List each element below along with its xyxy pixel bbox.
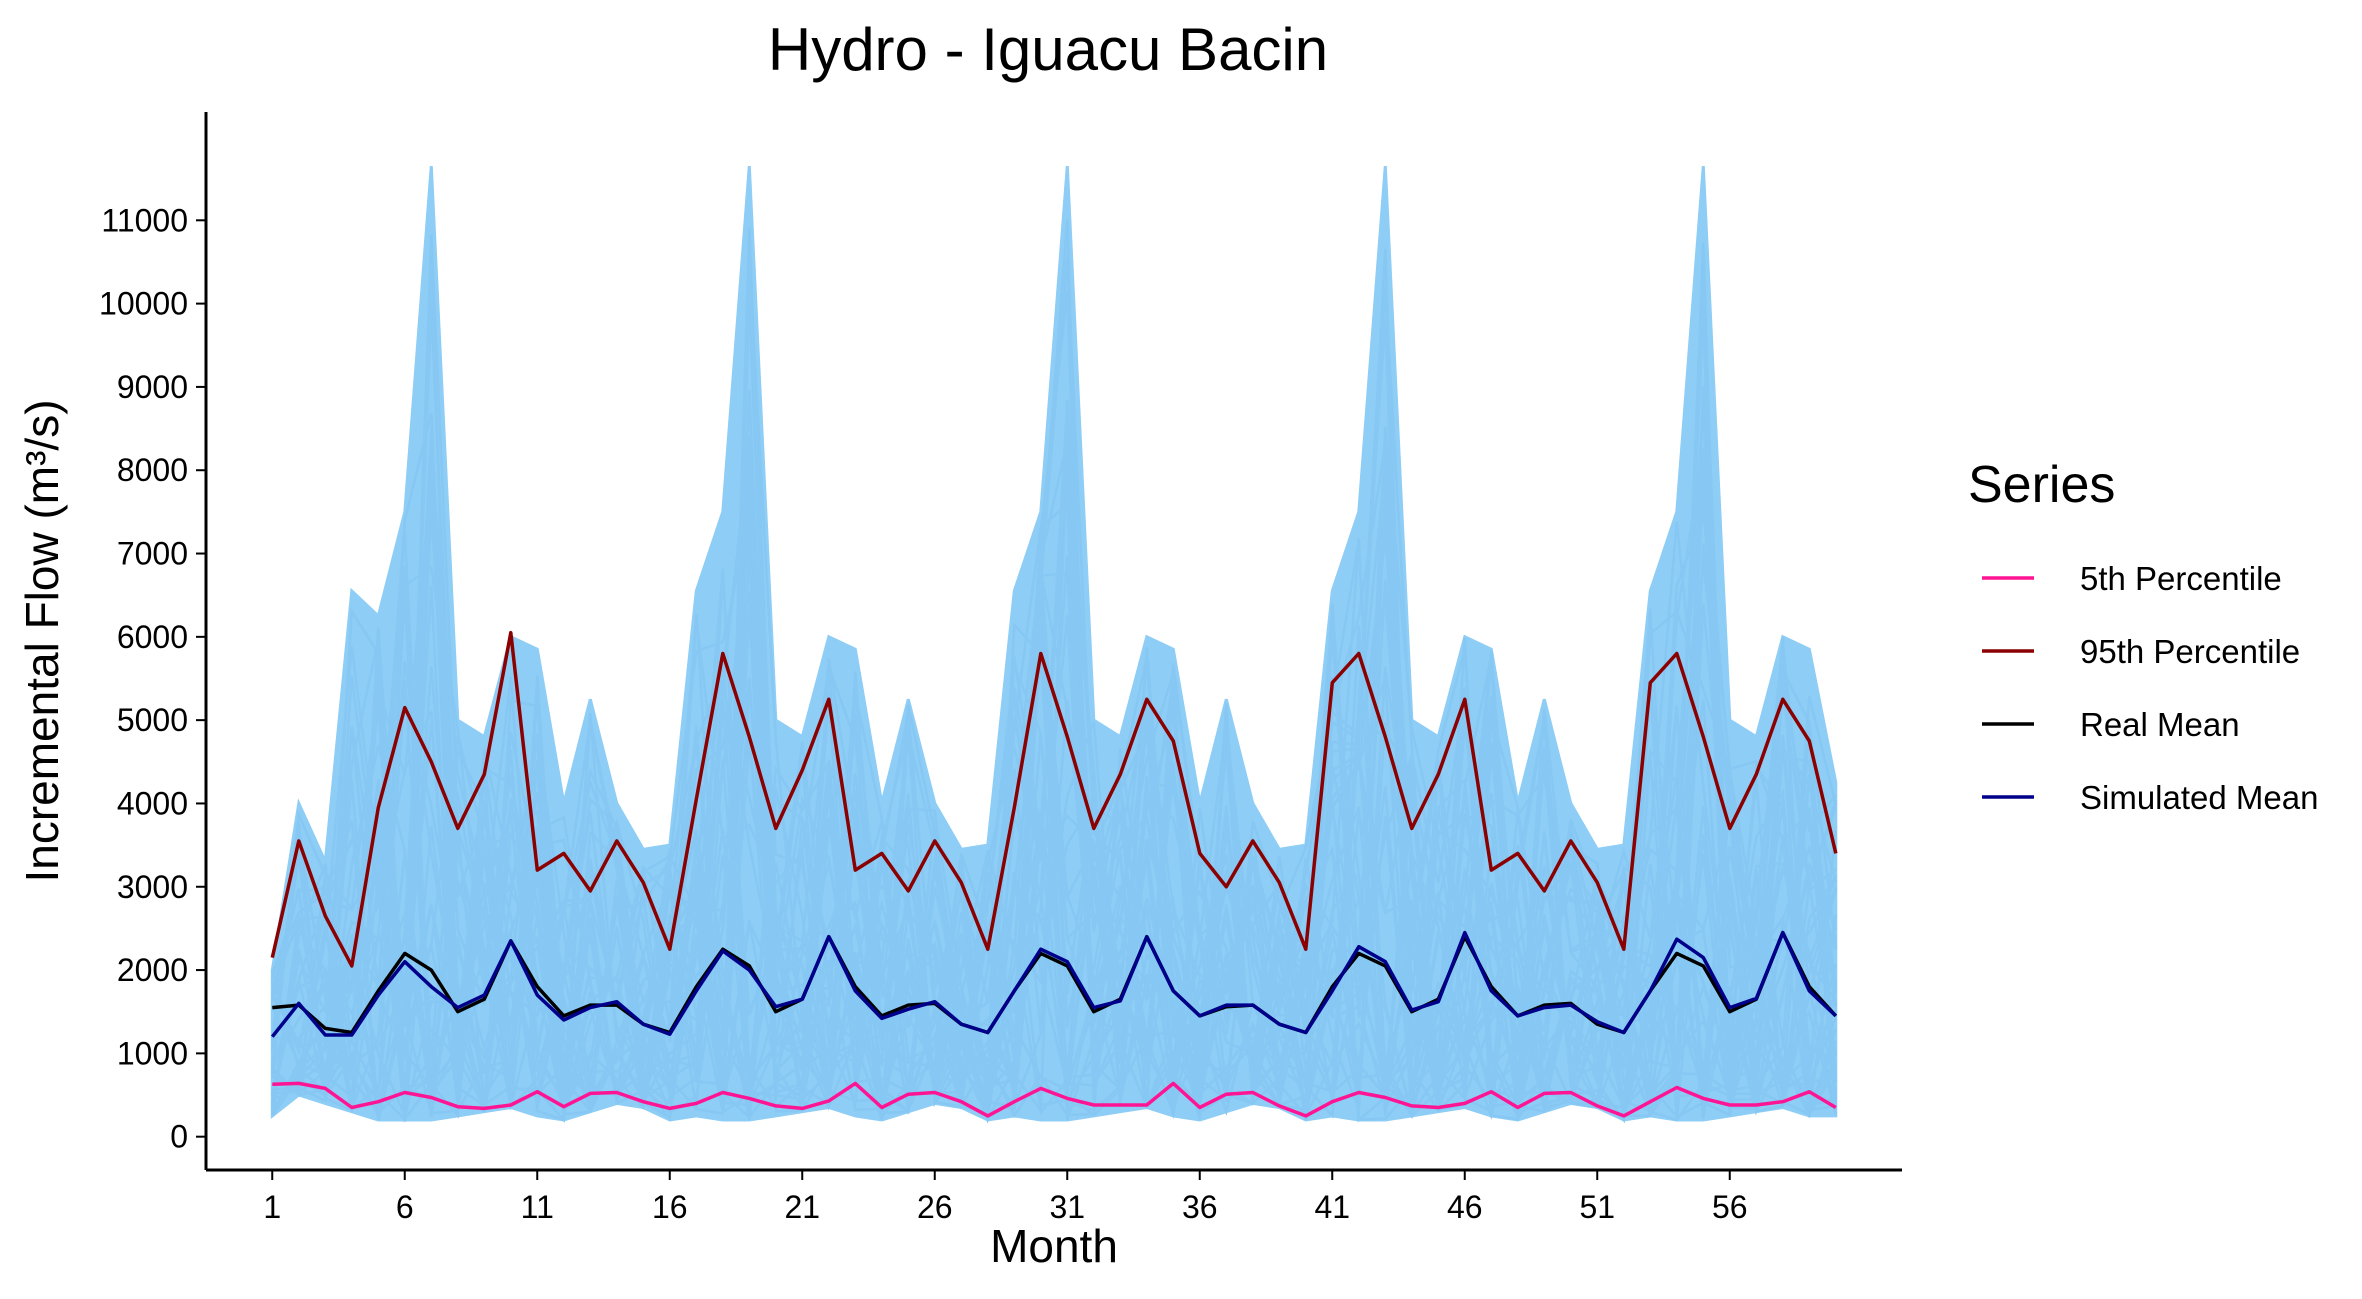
y-tick-label: 10000 xyxy=(99,286,188,322)
x-tick-label: 21 xyxy=(784,1189,820,1225)
y-tick-label: 1000 xyxy=(117,1035,188,1071)
scenario-line xyxy=(271,228,1837,1117)
legend-label: 5th Percentile xyxy=(2080,560,2282,597)
y-tick-label: 6000 xyxy=(117,619,188,655)
x-tick-label: 41 xyxy=(1314,1189,1350,1225)
x-axis-ticks: 1 6 11 16 21 26 31 36 41 46 51 56 xyxy=(263,1170,1748,1225)
series-layer xyxy=(270,630,1838,1118)
x-tick-label: 56 xyxy=(1712,1189,1748,1225)
x-tick-label: 6 xyxy=(396,1189,414,1225)
scenario-line xyxy=(271,390,1837,1114)
y-axis-title: Incremental Flow (m³/s) xyxy=(16,399,68,882)
scenario-line xyxy=(271,219,1838,1123)
y-tick-label: 7000 xyxy=(117,536,188,572)
plot-area xyxy=(270,165,1838,1124)
x-tick-label: 26 xyxy=(917,1189,953,1225)
series-line-1 xyxy=(270,630,1838,968)
series-line-3 xyxy=(270,930,1838,1038)
series-line-0 xyxy=(272,1081,1837,1118)
y-tick-label: 8000 xyxy=(117,452,188,488)
scenario-line xyxy=(271,436,1837,1119)
x-tick-label: 16 xyxy=(652,1189,688,1225)
y-tick-label: 4000 xyxy=(117,785,188,821)
scenario-line xyxy=(272,399,1838,1114)
chart-title: Hydro - Iguacu Bacin xyxy=(768,16,1328,83)
legend-label: Real Mean xyxy=(2080,706,2240,743)
y-tick-label: 11000 xyxy=(101,202,188,238)
scenario-line xyxy=(271,242,1838,1111)
x-tick-label: 31 xyxy=(1049,1189,1085,1225)
x-tick-label: 51 xyxy=(1579,1189,1615,1225)
x-tick-label: 36 xyxy=(1182,1189,1218,1225)
y-tick-label: 9000 xyxy=(117,369,188,405)
scenario-line xyxy=(271,543,1837,1117)
legend-label: Simulated Mean xyxy=(2080,779,2318,816)
legend-label: 95th Percentile xyxy=(2080,633,2300,670)
y-axis-ticks: 0 1000 2000 3000 4000 5000 6000 7000 8000 9000 100… xyxy=(99,202,206,1155)
x-tick-label: 11 xyxy=(521,1189,554,1225)
y-tick-label: 0 xyxy=(170,1119,188,1155)
x-axis-title: Month xyxy=(990,1220,1118,1272)
x-tick-label: 46 xyxy=(1447,1189,1483,1225)
x-tick-label: 1 xyxy=(263,1189,281,1225)
legend-title: Series xyxy=(1968,456,2115,514)
y-tick-label: 3000 xyxy=(117,869,188,905)
y-tick-label: 5000 xyxy=(117,702,188,738)
scenario-band-layer xyxy=(270,165,1838,1124)
y-tick-label: 2000 xyxy=(117,952,188,988)
legend-items: 5th Percentile 95th Percentile Real Mean Si… xyxy=(1982,560,2318,816)
legend: Series 5th Percentile 95th Percentile Real… xyxy=(1968,456,2318,816)
